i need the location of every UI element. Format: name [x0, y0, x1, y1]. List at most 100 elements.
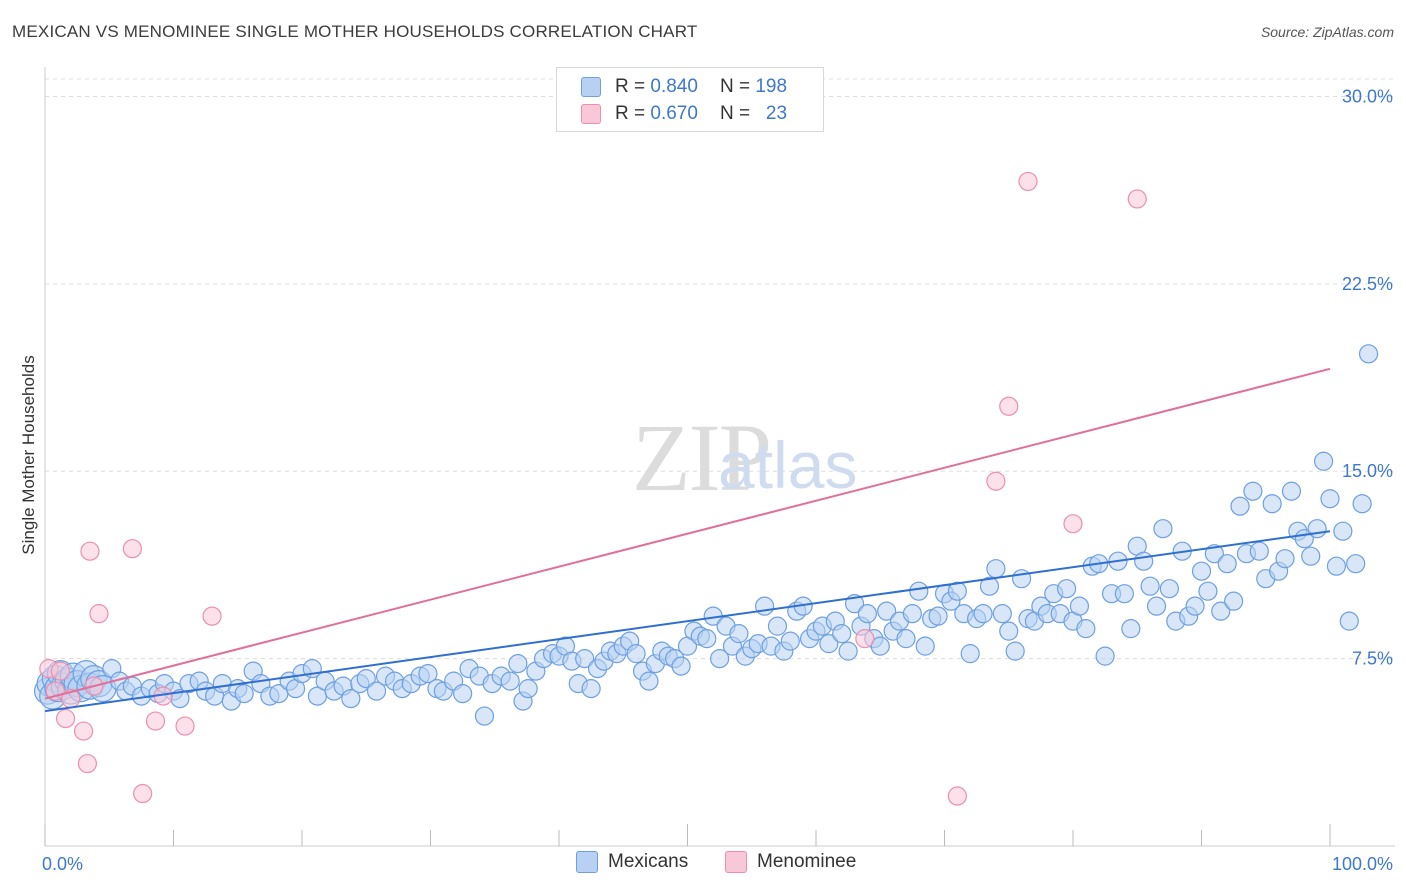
data-point	[754, 596, 775, 616]
stats-row-menominee: R = 0.670 N = 23	[581, 101, 787, 127]
data-point	[1011, 569, 1032, 589]
data-point	[1275, 549, 1295, 569]
data-point	[1121, 619, 1141, 639]
stats-legend: R = 0.840 N = 198 R = 0.670 N = 23	[556, 67, 824, 132]
data-point	[1326, 556, 1347, 576]
data-point	[729, 624, 749, 644]
data-point	[73, 721, 94, 741]
data-point	[1127, 189, 1147, 209]
data-point	[234, 683, 254, 704]
data-point	[986, 471, 1006, 491]
data-point	[500, 671, 520, 691]
data-point	[973, 604, 993, 624]
data-point	[474, 706, 495, 726]
data-point	[175, 716, 195, 736]
data-point	[366, 681, 387, 701]
mexicans-swatch	[581, 77, 601, 97]
data-point	[697, 629, 717, 649]
data-point	[928, 606, 948, 626]
data-point	[999, 621, 1019, 641]
data-point	[1313, 451, 1334, 471]
tick-labels: 7.5% 15.0% 22.5% 30.0% 0.0% 100.0%	[42, 86, 1393, 874]
data-point	[581, 679, 601, 699]
data-point	[1320, 489, 1340, 509]
series-menominee	[39, 171, 1147, 806]
data-point	[992, 604, 1012, 624]
data-point	[356, 669, 376, 689]
data-point	[915, 636, 935, 656]
data-point	[145, 711, 166, 731]
data-point	[1307, 519, 1327, 539]
data-point	[857, 604, 878, 624]
data-point	[1339, 611, 1359, 631]
data-point	[1134, 551, 1154, 571]
data-point	[870, 636, 890, 656]
data-point	[1243, 481, 1263, 501]
data-point	[838, 641, 858, 661]
data-point	[1301, 546, 1321, 566]
y-tick-label: 22.5%	[1342, 274, 1393, 294]
data-point	[1262, 494, 1282, 514]
data-point	[1063, 514, 1083, 534]
legend-label-menominee: Menominee	[757, 851, 857, 872]
axes	[44, 67, 1395, 847]
data-point	[1217, 554, 1237, 574]
data-point	[1069, 596, 1090, 616]
chart-title: MEXICAN VS MENOMINEE SINGLE MOTHER HOUSE…	[12, 22, 698, 41]
data-point	[1211, 601, 1231, 621]
legend-item-mexicans[interactable]: Mexicans	[576, 851, 688, 873]
x-tick-label: 0.0%	[42, 854, 83, 874]
trendline-mexicans	[44, 530, 1331, 713]
data-point	[855, 629, 875, 649]
data-point	[508, 654, 528, 674]
data-point	[89, 604, 109, 624]
data-point	[418, 664, 438, 684]
n-value: 198	[755, 76, 788, 97]
r-label: R =	[615, 76, 646, 97]
x-tick-label: 100.0%	[1332, 854, 1393, 874]
legend-item-menominee[interactable]: Menominee	[725, 851, 856, 873]
data-point	[1146, 596, 1167, 616]
source-label: Source: ZipAtlas.com	[1260, 24, 1394, 40]
data-point	[1191, 561, 1212, 581]
data-point	[1153, 519, 1173, 539]
y-axis-label: Single Mother Households	[19, 355, 38, 554]
legend-label-mexicans: Mexicans	[608, 851, 689, 872]
r-value: 0.840	[650, 76, 698, 97]
series-legend: Mexicans Menominee	[0, 851, 1406, 877]
watermark: ZIP atlas	[632, 404, 857, 511]
data-point	[1076, 619, 1096, 639]
data-point	[710, 649, 730, 669]
data-point	[55, 708, 76, 729]
data-point	[1159, 579, 1179, 599]
data-point	[979, 576, 1000, 596]
data-point	[960, 644, 980, 664]
data-point	[1358, 344, 1379, 364]
data-point	[1185, 596, 1205, 616]
menominee-legend-swatch	[725, 851, 747, 873]
data-point	[1230, 496, 1250, 516]
y-tick-label: 7.5%	[1352, 649, 1393, 669]
data-point	[202, 606, 222, 626]
r-label: R =	[615, 103, 646, 124]
data-point	[133, 783, 153, 804]
data-point	[1333, 521, 1353, 541]
r-value: 0.670	[650, 103, 698, 124]
data-point	[780, 631, 800, 651]
data-point	[575, 649, 595, 669]
data-point	[1352, 494, 1372, 514]
data-point	[832, 624, 852, 644]
data-point	[947, 786, 967, 806]
data-point	[767, 616, 788, 636]
data-point	[341, 688, 361, 709]
data-point	[902, 604, 922, 624]
data-point	[1281, 481, 1302, 501]
data-point	[896, 629, 916, 649]
trendline-menominee	[44, 367, 1331, 700]
trend-lines	[44, 367, 1331, 713]
n-value: 23	[765, 103, 788, 124]
series-mexicans	[33, 344, 1379, 726]
data-point	[999, 396, 1019, 416]
data-point	[1224, 591, 1244, 611]
